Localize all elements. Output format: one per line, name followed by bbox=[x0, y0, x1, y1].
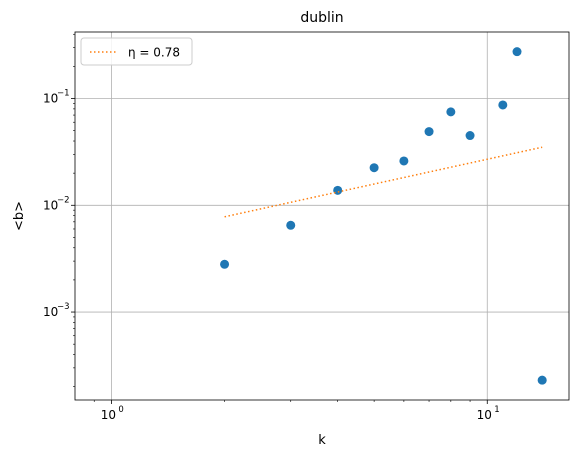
grid-lines bbox=[75, 32, 569, 400]
chart-title: dublin bbox=[300, 10, 343, 26]
y-tick-label-exponent: −2 bbox=[57, 195, 70, 205]
data-point bbox=[465, 131, 475, 141]
x-tick-label: 10 bbox=[477, 408, 492, 422]
y-tick-label: 10 bbox=[43, 92, 58, 106]
x-tick-label-exponent: 1 bbox=[494, 405, 499, 415]
plot-series bbox=[220, 47, 547, 385]
legend: η = 0.78 bbox=[80, 37, 193, 66]
y-axis-label: <b> bbox=[12, 201, 27, 231]
axis-ticks: 10 0 10 110−310−210−1 bbox=[43, 33, 500, 422]
data-point bbox=[446, 107, 456, 117]
data-point bbox=[424, 127, 434, 137]
data-point bbox=[286, 220, 296, 230]
data-point bbox=[220, 259, 230, 269]
y-tick-label-exponent: −3 bbox=[57, 302, 70, 312]
legend-label: η = 0.78 bbox=[128, 46, 180, 60]
y-tick-label: 10 bbox=[43, 305, 58, 319]
data-point bbox=[333, 185, 343, 195]
plot-frame bbox=[74, 31, 570, 401]
data-point bbox=[537, 375, 547, 385]
data-point bbox=[369, 163, 379, 173]
data-point bbox=[498, 100, 508, 110]
x-axis-label: k bbox=[318, 433, 326, 448]
data-point bbox=[399, 156, 409, 166]
y-tick-label: 10 bbox=[43, 198, 58, 212]
x-tick-label-exponent: 0 bbox=[118, 405, 123, 415]
legend-box bbox=[80, 37, 193, 66]
x-tick-label: 10 bbox=[101, 408, 116, 422]
y-tick-label-exponent: −1 bbox=[57, 89, 70, 99]
data-point bbox=[512, 47, 522, 57]
